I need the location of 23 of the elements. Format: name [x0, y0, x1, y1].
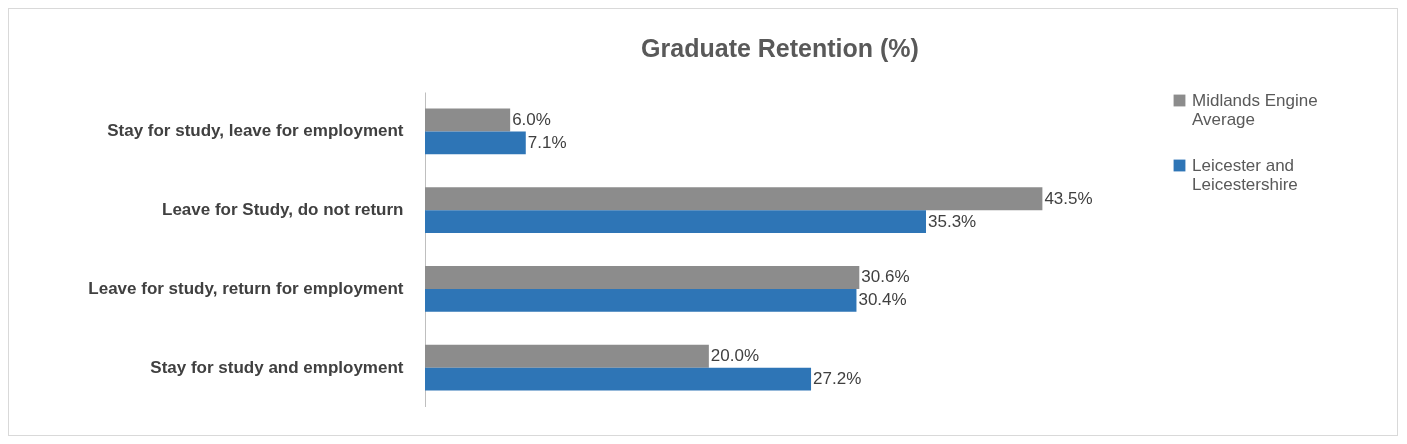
data-label: 27.2%: [813, 369, 862, 389]
bar: [425, 108, 511, 132]
data-label: 30.6%: [861, 267, 910, 287]
legend-label: Leicester and Leicestershire: [1192, 155, 1298, 194]
bar: [425, 131, 526, 155]
data-label: 43.5%: [1044, 188, 1093, 208]
data-label: 30.4%: [858, 290, 907, 310]
bar: [425, 288, 857, 312]
data-label: 35.3%: [928, 211, 977, 231]
bar: [425, 210, 927, 233]
data-label: 7.1%: [527, 132, 567, 152]
bar: [425, 187, 1043, 211]
y-tick-label: Leave for Study, do not return: [162, 200, 404, 220]
bar: [425, 266, 860, 289]
legend-label: Midlands Engine Average: [1192, 90, 1318, 129]
y-tick-label: Stay for study and employment: [150, 357, 404, 377]
bar: [425, 367, 812, 391]
bar: [425, 344, 709, 368]
y-tick-label: Stay for study, leave for employment: [107, 121, 404, 141]
y-tick-label: Leave for study, return for employment: [88, 278, 404, 298]
data-label: 6.0%: [512, 109, 551, 129]
chart-title: Graduate Retention (%): [641, 34, 919, 62]
data-label: 20.0%: [710, 346, 760, 366]
